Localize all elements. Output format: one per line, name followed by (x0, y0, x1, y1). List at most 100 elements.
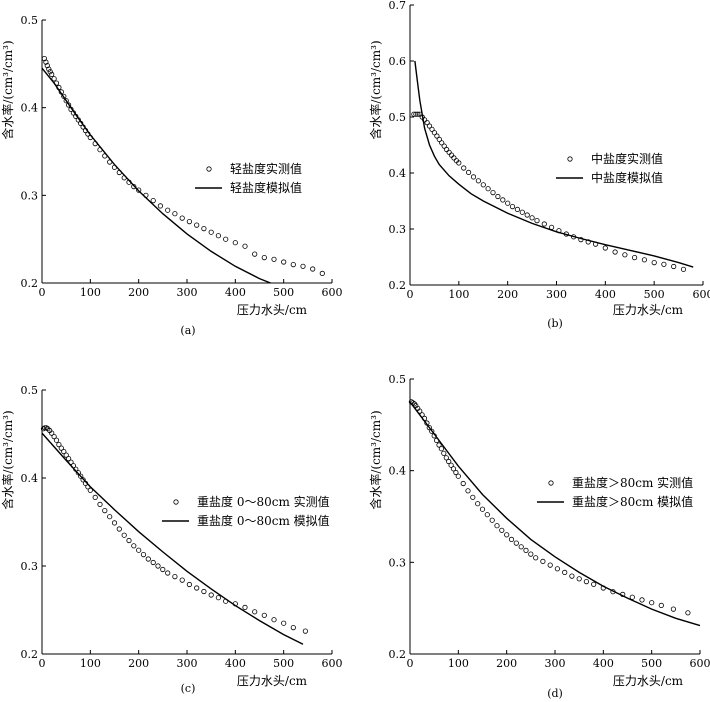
legend-label: 中盐度模拟值 (591, 170, 663, 185)
data-point (150, 198, 156, 204)
data-point (155, 563, 161, 569)
chart-panel: 0 100 200 300 400 500 600 0.2 0.3 0.4 0.5 压力水头/cm 含水… (0, 14, 343, 337)
data-point (505, 200, 511, 206)
data-point (631, 255, 638, 261)
data-point (194, 585, 200, 591)
data-point (533, 555, 539, 561)
data-point (232, 240, 238, 246)
data-point (443, 146, 450, 153)
data-point (465, 488, 471, 494)
y-tick-label: 0.4 (389, 167, 407, 180)
legend-marker-swatch (173, 499, 179, 505)
data-point (509, 204, 516, 210)
chart-panel: 0 100 200 300 400 500 600 0.2 0.3 0.4 0.5 压力水头/cm 含水… (368, 373, 710, 700)
data-point (534, 218, 540, 224)
legend-label: 重盐度 0～80cm 模拟值 (197, 513, 330, 528)
legend-marker-swatch (206, 166, 212, 172)
data-point (541, 221, 547, 227)
x-tick-label: 200 (128, 286, 149, 299)
x-tick-label: 500 (273, 286, 294, 299)
data-point (319, 270, 325, 276)
y-tick-label: 0.2 (21, 648, 39, 661)
data-point (97, 501, 103, 507)
data-point (519, 209, 525, 215)
y-tick-label: 0.3 (21, 189, 39, 202)
data-point (470, 494, 476, 500)
data-point (484, 512, 490, 518)
data-point (300, 263, 306, 269)
data-point (66, 455, 72, 462)
data-point (523, 547, 529, 554)
data-point (179, 577, 185, 583)
x-axis-label: 压力水头/cm (613, 674, 684, 688)
data-point (111, 520, 118, 526)
data-point (508, 536, 515, 543)
data-point (150, 559, 156, 566)
data-point (136, 547, 142, 553)
data-point (271, 617, 277, 623)
data-point (252, 609, 258, 615)
data-point (448, 152, 455, 158)
data-point (281, 620, 287, 626)
data-point (524, 212, 530, 218)
data-point (475, 178, 481, 184)
y-tick-label: 0.5 (21, 14, 39, 27)
data-point (58, 445, 64, 451)
data-point (475, 501, 481, 507)
data-point (513, 540, 519, 546)
data-point (500, 197, 506, 203)
legend-marker-swatch (548, 480, 554, 486)
data-point (490, 190, 496, 196)
panel-label: (c) (181, 682, 196, 695)
data-point (495, 193, 501, 200)
y-tick-label: 0.5 (389, 111, 407, 124)
data-point (436, 442, 442, 448)
data-point (208, 592, 214, 598)
data-point (446, 149, 452, 155)
data-point (518, 544, 524, 550)
legend-marker-swatch (567, 156, 573, 162)
y-tick-label: 0.5 (389, 373, 407, 386)
x-tick-label: 300 (546, 288, 567, 301)
x-tick-label: 0 (39, 286, 46, 299)
y-axis-label: 含水率/(cm³/cm³) (368, 40, 383, 139)
data-point (66, 102, 72, 108)
y-tick-label: 0.3 (389, 556, 407, 569)
data-point (165, 570, 171, 576)
data-point (160, 566, 166, 573)
data-point (424, 120, 430, 126)
data-point (446, 458, 452, 465)
data-point (78, 473, 84, 479)
data-point (179, 215, 185, 221)
data-point (201, 588, 207, 595)
y-tick-label: 0.3 (21, 560, 39, 573)
series-line (41, 432, 304, 645)
data-point (121, 532, 127, 538)
data-point (61, 448, 67, 455)
data-point (145, 556, 151, 562)
data-point (576, 576, 582, 582)
x-tick-label: 0 (407, 657, 414, 670)
data-point (460, 480, 466, 487)
panel-label: (a) (180, 324, 195, 337)
data-point (651, 259, 657, 266)
data-point (131, 184, 137, 190)
data-point (591, 581, 597, 587)
data-point (415, 111, 421, 117)
data-point (441, 450, 447, 456)
y-tick-label: 0.2 (389, 648, 407, 661)
y-axis-label: 含水率/(cm³/cm³) (0, 40, 15, 139)
data-point (42, 425, 48, 431)
data-point (215, 233, 221, 239)
data-point (208, 229, 214, 235)
data-point (411, 111, 417, 117)
data-point (649, 600, 655, 606)
data-point (429, 126, 435, 132)
data-point (63, 98, 69, 104)
data-point (53, 437, 60, 443)
x-tick-label: 300 (177, 286, 198, 299)
data-point (639, 597, 645, 603)
data-point (87, 487, 93, 493)
data-point (583, 578, 590, 585)
